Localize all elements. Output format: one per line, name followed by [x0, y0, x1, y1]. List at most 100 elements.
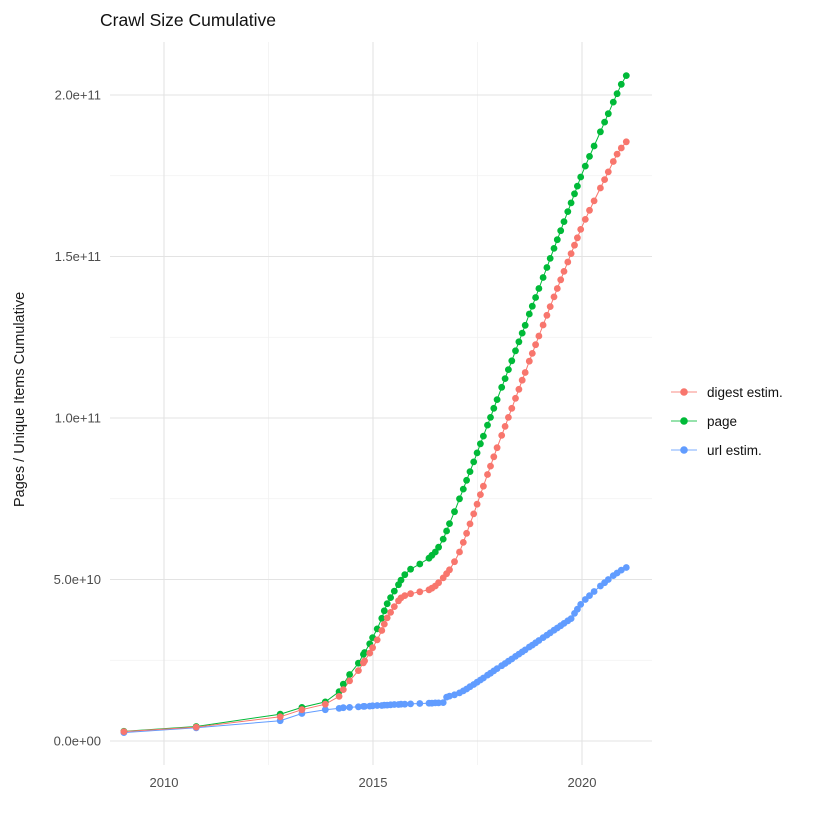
data-point-digest-estim-: [473, 500, 481, 508]
data-point-url-estim-: [622, 564, 630, 571]
data-point-digest-estim-: [525, 357, 533, 365]
data-point-digest-estim-: [571, 241, 578, 249]
data-point-page: [512, 347, 519, 355]
data-point-digest-estim-: [380, 620, 388, 628]
data-point-digest-estim-: [564, 258, 572, 266]
data-point-page: [525, 310, 533, 318]
data-point-page: [581, 162, 589, 170]
data-point-digest-estim-: [617, 144, 625, 152]
data-point-page: [546, 255, 554, 262]
data-point-digest-estim-: [435, 579, 442, 587]
data-point-digest-estim-: [546, 303, 554, 310]
data-point-digest-estim-: [604, 168, 612, 176]
data-point-digest-estim-: [515, 385, 523, 393]
data-point-digest-estim-: [446, 566, 453, 574]
data-point-page: [477, 440, 484, 448]
data-point-page: [378, 614, 386, 622]
data-point-page: [543, 264, 551, 271]
data-point-digest-estim-: [586, 206, 593, 214]
y-tick-label: 1.5e+11: [55, 249, 101, 264]
data-point-digest-estim-: [543, 311, 551, 319]
data-point-digest-estim-: [339, 686, 347, 693]
data-point-page: [613, 90, 621, 98]
data-point-page: [439, 535, 447, 543]
data-point-digest-estim-: [192, 723, 200, 731]
data-point-digest-estim-: [512, 394, 519, 402]
data-point-page: [459, 485, 467, 493]
data-point-page: [539, 274, 547, 281]
data-point-page: [604, 110, 612, 118]
data-point-page: [473, 449, 481, 457]
y-tick-label: 0.0e+00: [54, 734, 101, 749]
data-point-digest-estim-: [298, 706, 306, 714]
legend-label: page: [707, 414, 737, 429]
data-point-url-estim-: [567, 615, 575, 622]
chart-title: Crawl Size Cumulative: [100, 10, 276, 30]
data-point-page: [416, 560, 424, 568]
data-point-page: [451, 508, 458, 516]
data-point-digest-estim-: [480, 482, 487, 490]
x-tick-label: 2020: [568, 775, 597, 790]
data-point-page: [487, 414, 494, 421]
data-point-digest-estim-: [383, 614, 391, 622]
data-point-digest-estim-: [521, 369, 529, 376]
data-point-digest-estim-: [553, 285, 561, 292]
data-point-digest-estim-: [518, 376, 526, 384]
data-point-digest-estim-: [487, 462, 494, 470]
data-point-digest-estim-: [387, 609, 394, 616]
data-point-page: [577, 173, 585, 181]
data-point-page: [617, 80, 625, 88]
data-point-page: [590, 142, 598, 150]
data-point-digest-estim-: [501, 423, 509, 430]
data-point-digest-estim-: [466, 520, 474, 528]
y-tick-label: 2.0e+11: [55, 88, 101, 103]
data-point-digest-estim-: [335, 693, 343, 700]
data-point-digest-estim-: [407, 590, 414, 598]
data-point-page: [557, 227, 565, 235]
data-point-page: [518, 329, 526, 337]
data-point-digest-estim-: [378, 627, 386, 634]
data-point-digest-estim-: [613, 150, 621, 158]
data-point-page: [571, 190, 578, 198]
data-point-page: [346, 671, 353, 678]
legend-key-point: [680, 446, 688, 454]
x-tick-label: 2010: [150, 775, 179, 790]
data-point-url-estim-: [339, 704, 347, 712]
data-point-page: [553, 236, 561, 244]
data-point-url-estim-: [617, 566, 625, 574]
data-point-digest-estim-: [451, 558, 458, 566]
data-point-digest-estim-: [120, 728, 128, 735]
y-tick-label: 1.0e+11: [55, 411, 101, 426]
data-point-digest-estim-: [597, 184, 604, 192]
data-point-digest-estim-: [539, 321, 547, 329]
data-point-digest-estim-: [557, 276, 565, 284]
data-point-digest-estim-: [346, 677, 353, 685]
data-point-page: [480, 432, 487, 440]
data-point-digest-estim-: [373, 636, 381, 644]
data-point-url-estim-: [321, 706, 329, 714]
data-point-page: [521, 321, 529, 329]
data-point-digest-estim-: [276, 713, 284, 721]
data-point-page: [515, 338, 523, 346]
data-point-digest-estim-: [535, 332, 543, 340]
data-point-digest-estim-: [601, 176, 608, 184]
data-point-page: [355, 659, 362, 667]
data-point-url-estim-: [401, 700, 409, 708]
data-point-page: [508, 357, 516, 365]
legend-item-page: page: [671, 414, 737, 429]
data-point-digest-estim-: [459, 539, 467, 546]
data-point-url-estim-: [590, 588, 598, 595]
data-point-page: [490, 404, 498, 412]
data-point-page: [397, 576, 405, 584]
data-point-url-estim-: [346, 704, 353, 711]
data-point-digest-estim-: [574, 234, 581, 242]
data-point-page: [609, 98, 617, 106]
data-point-url-estim-: [604, 576, 612, 583]
data-point-digest-estim-: [532, 341, 539, 349]
data-point-url-estim-: [416, 700, 424, 707]
data-point-digest-estim-: [484, 471, 491, 478]
legend-label: url estim.: [707, 443, 762, 458]
legend-item-digest-estim-: digest estim.: [671, 385, 783, 400]
y-axis-tick-labels: 0.0e+00 5.0e+10 1.0e+11 1.5e+11 2.0e+11: [54, 88, 101, 749]
